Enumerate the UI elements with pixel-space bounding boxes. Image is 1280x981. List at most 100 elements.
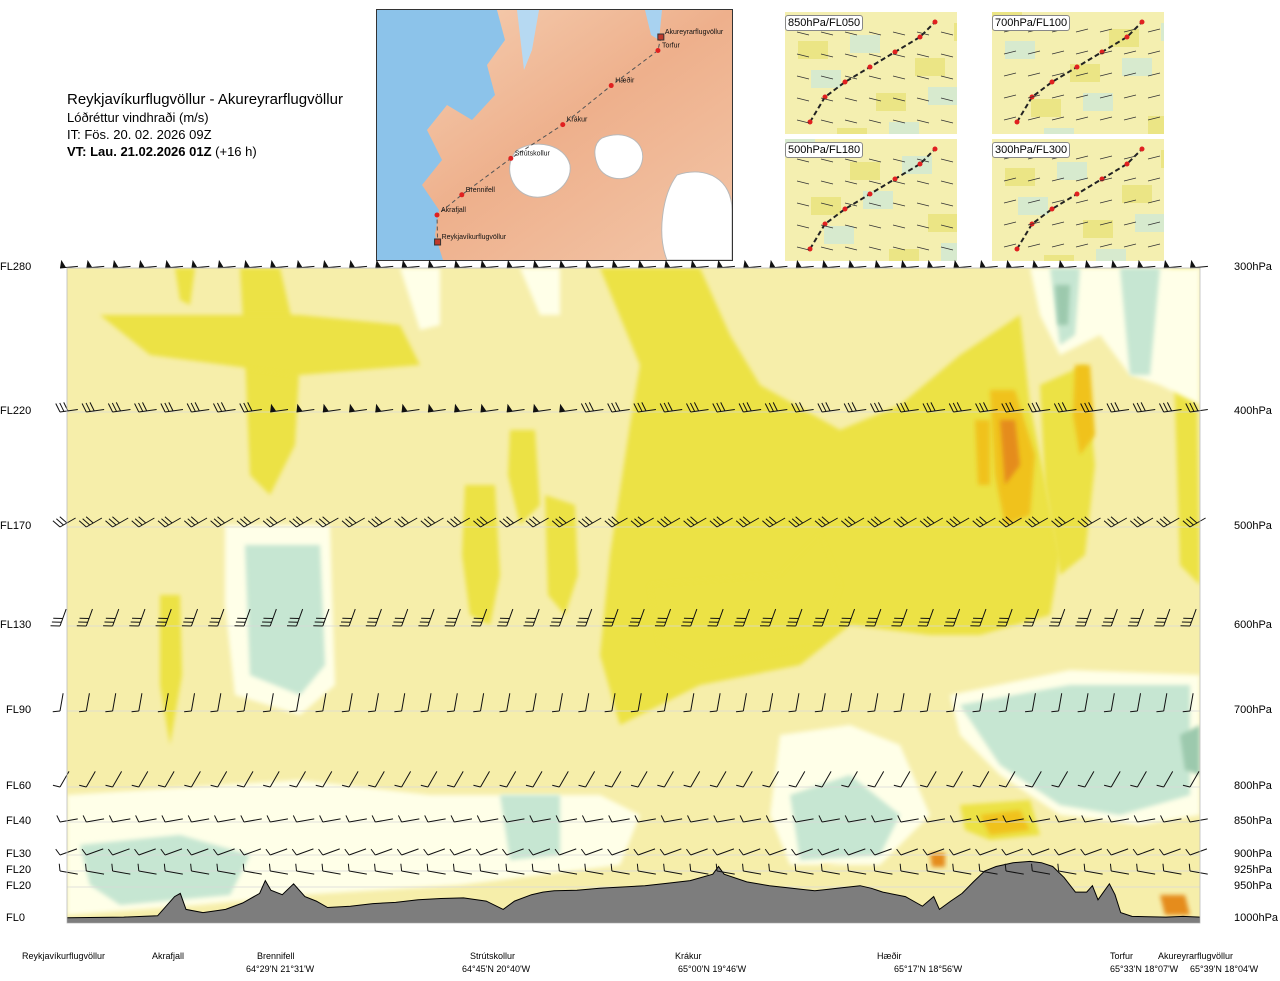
panel-wind-barb	[1003, 177, 1017, 182]
wind-barb	[1186, 815, 1208, 823]
field-weak-up-10	[175, 268, 195, 305]
panel-wind-barb	[940, 75, 954, 80]
panel-wind-barb	[1051, 116, 1065, 121]
panel-waypoint	[807, 246, 813, 252]
wind-barb	[822, 259, 841, 269]
field-strong-up-19	[930, 853, 945, 867]
wind-barb	[948, 848, 971, 856]
pressure-label: 400hPa	[1234, 405, 1272, 417]
panel-wind-barb	[1123, 50, 1137, 55]
panel-wind-barb	[1027, 94, 1041, 99]
panel-wind-barb	[916, 202, 930, 207]
wind-barb	[949, 815, 972, 823]
level-panel-500[interactable]: 500hPa/FL180	[785, 139, 957, 261]
panel-field-patch	[954, 150, 957, 168]
wind-barb	[289, 693, 301, 713]
field-moderate-down-30	[960, 685, 1190, 815]
wind-barb	[374, 863, 394, 875]
panel-wind-barb	[844, 31, 858, 36]
wind-barb	[944, 608, 961, 627]
wind-barb	[716, 259, 735, 269]
panel-field-patch	[1148, 243, 1164, 261]
waypoint-label: Torfur	[662, 42, 681, 49]
wind-barb	[214, 815, 236, 823]
wind-barb	[1189, 259, 1208, 269]
panel-waypoint	[1139, 146, 1145, 152]
map-fjord	[517, 10, 539, 70]
field-weak-up-8	[508, 430, 540, 525]
panel-wind-barb	[1051, 199, 1065, 204]
wind-barb	[607, 848, 629, 856]
level-panel-300[interactable]: 300hPa/FL300	[992, 139, 1164, 261]
wind-barb	[1182, 771, 1200, 788]
wind-barb	[972, 516, 996, 528]
title-block: Reykjavíkurflugvöllur - Akureyrarflugvöl…	[67, 90, 343, 160]
panel-wind-barb	[820, 180, 834, 185]
wind-barb	[1159, 402, 1182, 413]
panel-field-patch	[850, 162, 880, 180]
wind-barb	[659, 402, 683, 413]
wind-barb	[1104, 771, 1121, 788]
wind-barb	[499, 771, 517, 788]
panel-field-patch	[1005, 168, 1035, 186]
level-panel-700[interactable]: 700hPa/FL100	[992, 12, 1164, 134]
panel-waypoint	[822, 221, 828, 227]
wind-barb	[242, 863, 262, 875]
wind-barb	[103, 608, 120, 627]
panel-wind-barb	[1147, 177, 1161, 182]
wind-barb	[555, 815, 578, 823]
wind-barb	[263, 771, 280, 788]
wind-barb	[1077, 516, 1101, 528]
wind-barb	[186, 402, 210, 413]
wind-barb	[792, 815, 814, 823]
wind-barb	[638, 259, 657, 269]
panel-field-patch	[1161, 150, 1164, 168]
panel-field-patch	[1057, 35, 1087, 53]
panel-field-patch	[1083, 93, 1113, 111]
wind-barb	[683, 771, 701, 788]
wind-barb	[157, 516, 181, 528]
panel-wind-barb	[820, 158, 834, 163]
route-map-svg: Akureyrarflugvöllur Torfur Hæðir Krákur Strú…	[377, 10, 732, 260]
panel-wind-barb	[796, 119, 810, 124]
panel-waypoint	[1074, 191, 1080, 197]
wind-barb	[1049, 608, 1066, 627]
pressure-label: 925hPa	[1234, 864, 1272, 876]
panel-wind-barb	[868, 224, 882, 229]
wind-barb	[735, 516, 760, 528]
waypoint-label: Strútskollur	[515, 150, 551, 157]
wind-barb	[370, 848, 393, 856]
wind-barb	[401, 403, 420, 413]
wind-barb	[525, 693, 537, 713]
wind-barb	[927, 259, 946, 269]
wind-barb	[315, 516, 339, 528]
issue-time: IT: Fös. 20. 02. 2026 09Z	[67, 127, 212, 142]
wind-barb	[427, 403, 446, 413]
panel-wind-barb	[1051, 50, 1065, 55]
wind-barb	[322, 259, 341, 269]
wind-barb	[794, 863, 814, 875]
panel-wind-barb	[868, 75, 882, 80]
wind-barb	[1133, 815, 1156, 823]
wind-barb	[707, 608, 724, 627]
wind-barb	[998, 693, 1010, 713]
wind-barb	[580, 402, 604, 413]
level-panel-850[interactable]: 850hPa/FL050	[785, 12, 957, 134]
panel-wind-barb	[1075, 221, 1089, 226]
cross-section-chart	[50, 259, 1208, 924]
wind-barb	[1136, 863, 1156, 875]
wind-barb	[111, 863, 131, 875]
pressure-label: 800hPa	[1234, 780, 1272, 792]
panel-wind-barb	[868, 31, 882, 36]
panel-field-patch	[941, 243, 957, 261]
wind-barb	[394, 693, 406, 713]
panel-wind-barb	[916, 97, 930, 102]
wind-barb	[131, 771, 149, 788]
route-map: Akureyrarflugvöllur Torfur Hæðir Krákur Strú…	[376, 9, 733, 261]
wind-barb	[1058, 259, 1077, 269]
wind-barb	[347, 863, 367, 875]
waypoint-label: Akrafjall	[441, 207, 466, 214]
wind-barb	[636, 863, 656, 875]
panel-wind-barb	[844, 158, 858, 163]
wind-barb	[1130, 771, 1147, 788]
